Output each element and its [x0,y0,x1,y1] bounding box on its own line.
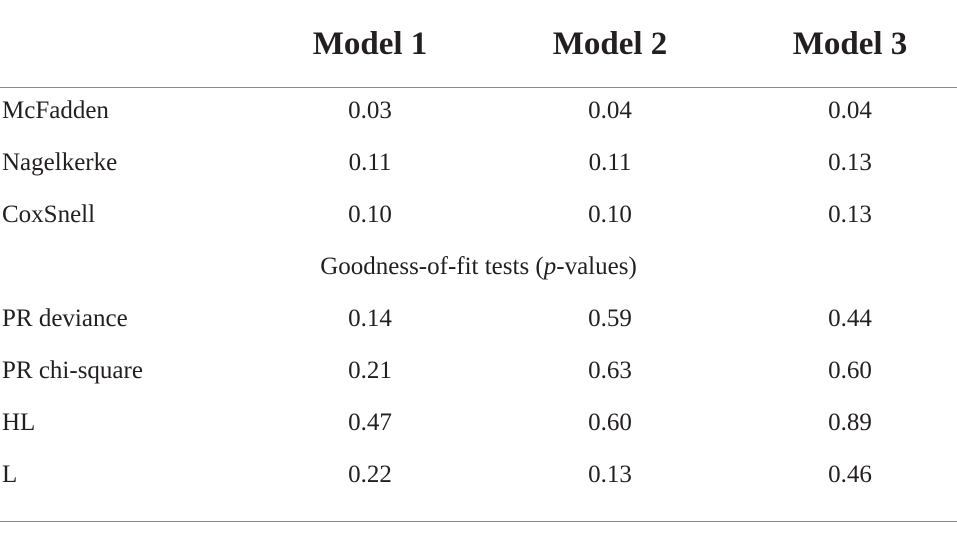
table-bottom-rule [0,521,957,522]
header-divider [0,87,957,88]
row-label: CoxSnell [2,201,96,228]
table-header: Model 1 Model 2 Model 3 [0,0,957,88]
column-header-model-3: Model 3 [792,26,908,62]
cell-value: 0.63 [588,357,632,384]
cell-value: 0.13 [588,461,632,488]
table-row: PR deviance 0.14 0.59 0.44 [0,293,957,345]
row-label: Nagelkerke [2,149,118,176]
row-label: McFadden [2,97,109,124]
column-header-model-2: Model 2 [552,26,668,62]
section-heading: Goodness-of-fit tests (p-values) [0,241,957,293]
table-row: McFadden 0.03 0.04 0.04 [0,85,957,137]
cell-value: 0.89 [828,409,872,436]
cell-value: 0.44 [828,305,872,332]
section-heading-prefix: Goodness-of-fit tests ( [320,253,544,280]
section-heading-suffix: -values) [556,253,637,280]
cell-value: 0.04 [588,97,632,124]
cell-value: 0.47 [348,409,392,436]
cell-value: 0.60 [588,409,632,436]
cell-value: 0.46 [828,461,872,488]
row-label: L [2,461,18,488]
cell-value: 0.21 [348,357,392,384]
row-label: PR chi-square [2,357,143,384]
table-row: L 0.22 0.13 0.46 [0,449,957,501]
cell-value: 0.11 [348,149,392,176]
table-row: Nagelkerke 0.11 0.11 0.13 [0,137,957,189]
cell-value: 0.03 [348,97,392,124]
cell-value: 0.14 [348,305,392,332]
cell-value: 0.10 [588,201,632,228]
cell-value: 0.59 [588,305,632,332]
cell-value: 0.04 [828,97,872,124]
cell-value: 0.60 [828,357,872,384]
cell-value: 0.11 [588,149,632,176]
cell-value: 0.13 [828,201,872,228]
cell-value: 0.22 [348,461,392,488]
table-row: PR chi-square 0.21 0.63 0.60 [0,345,957,397]
section-heading-italic: p [543,253,557,280]
row-label: HL [2,409,36,436]
cell-value: 0.13 [828,149,872,176]
row-label: PR deviance [2,305,128,332]
cell-value: 0.10 [348,201,392,228]
table-row: HL 0.47 0.60 0.89 [0,397,957,449]
column-header-model-1: Model 1 [312,26,428,62]
table-row: CoxSnell 0.10 0.10 0.13 [0,189,957,241]
